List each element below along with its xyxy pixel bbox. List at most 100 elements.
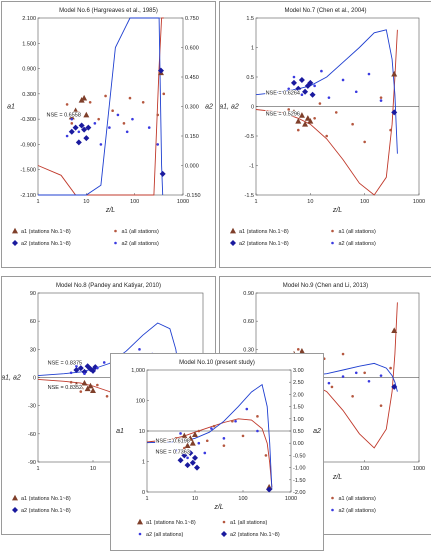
data-point <box>391 109 398 116</box>
left-axis-label: a1 <box>7 104 15 111</box>
data-point <box>70 122 74 125</box>
right-tick-label: 0.50 <box>293 429 304 435</box>
right-tick-labels: 0.750 0.600 0.450 0.300 0.150 0.000 -0.150 <box>185 16 201 199</box>
data-point <box>99 143 103 146</box>
data-point <box>77 111 81 115</box>
data-point <box>177 437 184 444</box>
left-tick-label: -1.500 <box>20 168 36 174</box>
x-tick-label: 1 <box>36 199 39 205</box>
data-point <box>197 441 201 445</box>
right-tick-label: -2.00 <box>293 490 306 496</box>
data-point <box>96 383 99 387</box>
data-point <box>111 109 114 113</box>
legend-label: a1 (all stations) <box>230 520 267 526</box>
data-point <box>327 381 331 385</box>
data-point <box>81 379 88 386</box>
series-3 <box>65 113 160 146</box>
data-point <box>72 107 79 114</box>
data-point <box>231 419 234 423</box>
right-axis-label: a2 <box>313 428 321 435</box>
legend-label: a2 (all stations) <box>339 508 376 514</box>
data-point <box>96 366 99 370</box>
data-point <box>141 100 145 104</box>
x-axis-label: z/L <box>105 207 115 214</box>
legend-label: a2 (stations No.1~8) <box>239 241 289 247</box>
legend-label: a2 (stations No.1~8) <box>230 532 280 538</box>
left-tick-labels: 1.5 1 0.5 0 -0.5 -1 -1.5 <box>245 16 254 199</box>
data-point <box>367 72 371 76</box>
right-tick-label: 1.50 <box>293 405 304 411</box>
x-tick-label: 10 <box>192 496 198 502</box>
nse-annotation-1: NSE = 0.8352 <box>48 385 82 391</box>
data-point <box>264 454 268 457</box>
data-point <box>122 122 126 125</box>
data-point <box>184 462 191 469</box>
left-tick-label: 0.60 <box>243 319 254 325</box>
data-point <box>83 135 90 142</box>
data-point <box>77 383 84 390</box>
x-tick-labels: 1 10 100 1000 <box>36 199 189 205</box>
left-tick-label: -0.900 <box>20 142 36 148</box>
data-point <box>189 459 196 466</box>
fit-curve-1 <box>146 383 273 490</box>
data-point <box>186 456 189 460</box>
x-tick-label: 100 <box>130 199 139 205</box>
data-point <box>363 140 366 144</box>
data-point <box>128 96 132 100</box>
data-point <box>327 96 331 99</box>
data-point <box>90 387 96 394</box>
data-point <box>159 170 166 177</box>
left-axis-label: a1, a2 <box>2 375 21 382</box>
data-point <box>97 117 100 121</box>
data-point <box>351 394 354 398</box>
data-point <box>77 365 84 372</box>
data-point <box>330 385 334 389</box>
data-point <box>287 108 291 111</box>
nse-annotation-1: NSE = 0.7363 <box>155 449 189 455</box>
left-tick-label: -1 <box>249 164 254 170</box>
legend-marker <box>137 518 143 525</box>
right-tick-label: -0.50 <box>293 453 306 459</box>
right-tick-label: -0.150 <box>185 193 201 199</box>
data-point <box>298 348 305 354</box>
data-point <box>334 111 338 114</box>
legend-label: a1 (stations No.1~8) <box>239 229 289 235</box>
fit-curve-0 <box>255 29 398 196</box>
data-point <box>313 117 316 120</box>
data-point <box>351 122 354 126</box>
chart-svg-2: Model No.8 (Pandey and Katiyar, 2010) 90 6… <box>2 283 209 514</box>
left-tick-label: 0.5 <box>246 75 254 81</box>
data-point <box>104 94 107 98</box>
left-tick-label: 10 <box>139 429 145 435</box>
data-point <box>85 124 92 131</box>
data-point <box>81 126 88 133</box>
legend-marker <box>138 532 142 536</box>
data-point <box>179 432 182 435</box>
legend-marker <box>12 507 18 513</box>
data-point <box>379 404 383 407</box>
data-point <box>302 88 309 95</box>
data-point <box>292 75 296 79</box>
left-tick-label: 1 <box>251 46 254 52</box>
x-tick-label: 10 <box>307 199 313 205</box>
data-point <box>318 102 322 105</box>
x-tick-label: 100 <box>360 466 369 472</box>
data-point <box>189 440 196 446</box>
chart-title: Model No.10 (present study) <box>179 360 255 366</box>
data-point <box>379 374 383 377</box>
data-point <box>70 117 74 121</box>
legend-label: a2 (stations No.1~8) <box>21 241 71 247</box>
chart-svg-0: Model No.6 (Hargreaves et al., 1985) 2.10… <box>7 8 213 247</box>
data-point <box>266 486 273 493</box>
left-tick-label: -0.300 <box>20 117 36 123</box>
legend: a1 (stations No.1~8) a1 (all stations) a2 … <box>12 227 159 247</box>
data-point <box>181 452 188 459</box>
legend: a1 (stations No.1~8) a1 (all stations) a2 … <box>137 518 280 538</box>
nse-annotation-0: NSE = 0.6198 <box>155 439 189 445</box>
data-point <box>87 382 94 389</box>
x-tick-label: 100 <box>360 199 369 205</box>
data-point <box>116 113 120 117</box>
right-tick-label: 0.000 <box>185 164 199 170</box>
data-point <box>138 348 141 351</box>
